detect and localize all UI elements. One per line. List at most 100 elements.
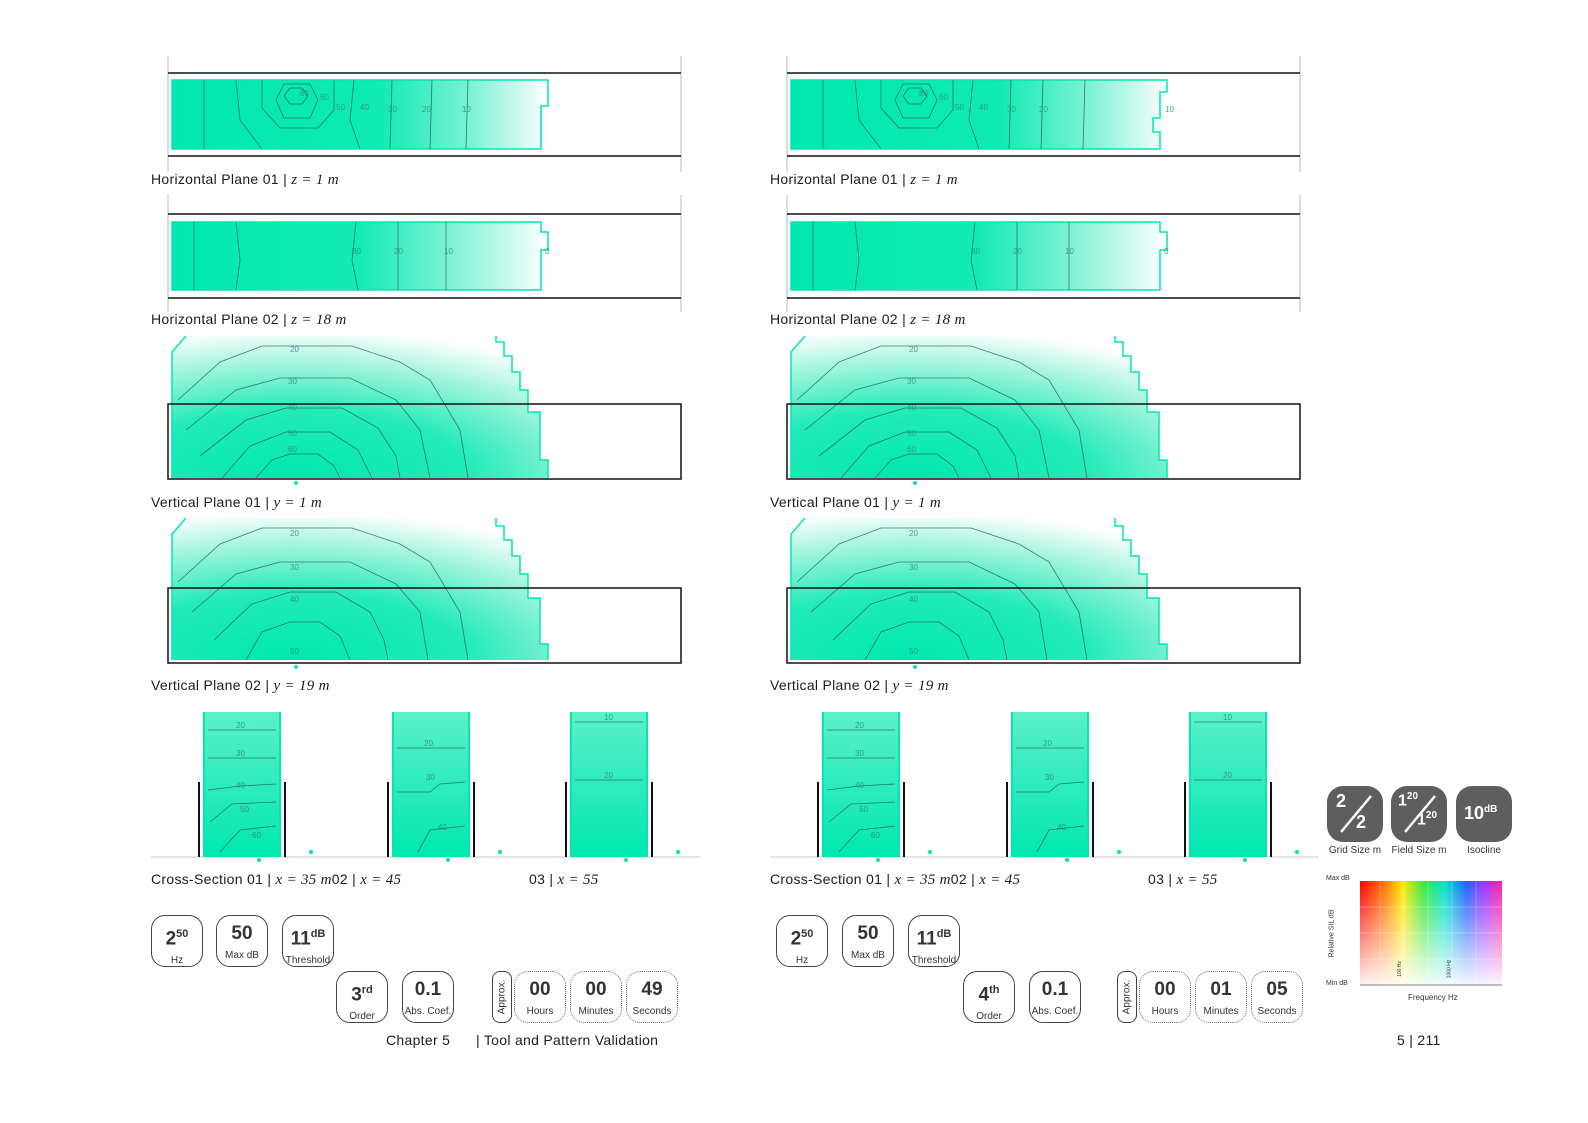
contour-label: 10 bbox=[444, 247, 453, 256]
contour-label: 20 bbox=[1043, 739, 1052, 748]
contour-label: 20 bbox=[1013, 247, 1022, 256]
badge-label: Seconds bbox=[632, 1006, 672, 1017]
badge-label: Hz bbox=[170, 955, 184, 967]
contour-label: 20 bbox=[1039, 105, 1048, 114]
page-number: 5 | 211 bbox=[1397, 1032, 1441, 1048]
caption-text: Horizontal Plane 02 | bbox=[151, 311, 292, 327]
grid-size-icon: 2 2 bbox=[1327, 786, 1383, 842]
contour-label: 50 bbox=[240, 805, 249, 814]
caption-text: 03 | bbox=[529, 871, 558, 887]
caption-vp2-left: Vertical Plane 02 | y = 19 m bbox=[151, 677, 330, 695]
badge-value: 00 bbox=[585, 979, 607, 1000]
hp2-map-right: 30 20 10 0 bbox=[786, 195, 1301, 312]
left-column: 80 60 50 40 30 20 10 30 20 bbox=[151, 56, 700, 862]
caption-text: Cross-Section 01 | bbox=[151, 871, 276, 887]
badge-label: Hz bbox=[795, 955, 809, 967]
badge-sup: rd bbox=[361, 984, 373, 996]
contour-label: 30 bbox=[907, 377, 916, 386]
caption-hp2-left: Horizontal Plane 02 | z = 18 m bbox=[151, 311, 347, 329]
caption-text: Horizontal Plane 01 | bbox=[151, 171, 292, 187]
badge-label: Max dB bbox=[225, 950, 259, 961]
badge-value: 50 bbox=[857, 923, 879, 944]
caption-text: 03 | bbox=[1148, 871, 1177, 887]
badge-label: Max dB bbox=[851, 950, 885, 961]
badge-value: 0.1 bbox=[1041, 979, 1069, 1000]
field-size-label: Field Size m bbox=[1391, 845, 1447, 856]
caption-equation: y = 19 m bbox=[892, 678, 949, 694]
contour-label: 50 bbox=[955, 103, 964, 112]
badge-sup: dB bbox=[310, 928, 326, 940]
caption-equation: x = 45 bbox=[360, 872, 402, 888]
caption-text: 02 | bbox=[331, 871, 361, 887]
caption-vp1-left: Vertical Plane 01 | y = 1 m bbox=[151, 494, 322, 512]
hours-badge: 00 Hours bbox=[514, 971, 566, 1023]
isocline-value: 10 bbox=[1464, 803, 1485, 823]
contour-label: 80 bbox=[300, 89, 309, 98]
caption-text: Vertical Plane 01 | bbox=[151, 494, 274, 510]
badge-value: 49 bbox=[641, 979, 663, 1000]
contour-label: 30 bbox=[1007, 105, 1016, 114]
caption-text: Horizontal Plane 02 | bbox=[770, 311, 911, 327]
contour-label: 60 bbox=[320, 93, 329, 102]
seconds-badge: 05 Seconds bbox=[1251, 971, 1303, 1023]
contour-label: 50 bbox=[336, 103, 345, 112]
field-size-b: 1 bbox=[1417, 811, 1426, 829]
contour-label: 30 bbox=[426, 773, 435, 782]
hp1-map-right: 80 60 50 40 30 20 10 bbox=[786, 56, 1301, 172]
caption-equation: x = 35 m bbox=[894, 872, 951, 888]
isocline-label: Isocline bbox=[1467, 845, 1501, 856]
badge-sup: th bbox=[989, 984, 1000, 996]
order-badge: 4th Order bbox=[963, 971, 1015, 1023]
field-size-icon: 120 120 bbox=[1391, 786, 1447, 842]
badge-sup: dB bbox=[936, 928, 952, 940]
caption-equation: x = 45 bbox=[979, 872, 1021, 888]
caption-text: Vertical Plane 02 | bbox=[770, 677, 893, 693]
badge-value: 2 bbox=[790, 928, 802, 950]
badge-label: Seconds bbox=[1257, 1006, 1297, 1017]
isocline-sup: dB bbox=[1484, 804, 1498, 815]
caption-vp2-right: Vertical Plane 02 | y = 19 m bbox=[770, 677, 949, 695]
contour-label: 80 bbox=[919, 89, 928, 98]
contour-label: 40 bbox=[360, 103, 369, 112]
caption-equation: z = 1 m bbox=[291, 172, 339, 188]
contour-label: 30 bbox=[971, 247, 980, 256]
contour-label: 30 bbox=[352, 247, 361, 256]
threshold-badge: 11dB Threshold bbox=[908, 915, 960, 967]
contour-label: 50 bbox=[290, 647, 299, 656]
contour-label: 40 bbox=[979, 103, 988, 112]
contour-label: 50 bbox=[859, 805, 868, 814]
badge-label: Order bbox=[976, 1011, 1002, 1023]
badge-sup: 50 bbox=[801, 928, 814, 940]
contour-label: 60 bbox=[288, 445, 297, 454]
minutes-badge: 00 Minutes bbox=[570, 971, 622, 1023]
badge-value: 00 bbox=[529, 979, 551, 1000]
badge-label: Minutes bbox=[578, 1006, 614, 1017]
contour-label: 20 bbox=[909, 529, 918, 538]
contour-label: 60 bbox=[871, 831, 880, 840]
frequency-spectrum-legend bbox=[1360, 881, 1502, 986]
contour-label: 10 bbox=[604, 713, 613, 722]
contour-label: 10 bbox=[1165, 105, 1174, 114]
contour-label: 10 bbox=[462, 105, 471, 114]
isocline-icon: 10dB bbox=[1456, 786, 1512, 842]
abs-coef-badge: 0.1 Abs. Coef. bbox=[402, 971, 454, 1023]
badge-label: Abs. Coef. bbox=[1031, 1006, 1079, 1017]
contour-label: 20 bbox=[604, 771, 613, 780]
contour-label: 10 bbox=[1065, 247, 1074, 256]
spectrum-min-label: Min dB bbox=[1326, 980, 1348, 987]
spectrum-max-label: Max dB bbox=[1326, 875, 1350, 882]
contour-label: 20 bbox=[290, 345, 299, 354]
caption-hp1-right: Horizontal Plane 01 | z = 1 m bbox=[770, 171, 958, 189]
contour-label: 20 bbox=[1223, 771, 1232, 780]
approx-badge: Approx. bbox=[492, 971, 512, 1023]
caption-text: Vertical Plane 01 | bbox=[770, 494, 893, 510]
contour-label: 20 bbox=[290, 529, 299, 538]
threshold-badge: 11dB Threshold bbox=[282, 915, 334, 967]
contour-label: 30 bbox=[288, 377, 297, 386]
caption-equation: y = 1 m bbox=[273, 495, 322, 511]
badge-value: 0.1 bbox=[414, 979, 442, 1000]
badge-value: 4 bbox=[978, 984, 990, 1006]
badge-label: Minutes bbox=[1203, 1006, 1239, 1017]
hp2-map-left: 30 20 10 0 bbox=[167, 195, 682, 312]
grid-size-a: 2 bbox=[1336, 791, 1347, 811]
